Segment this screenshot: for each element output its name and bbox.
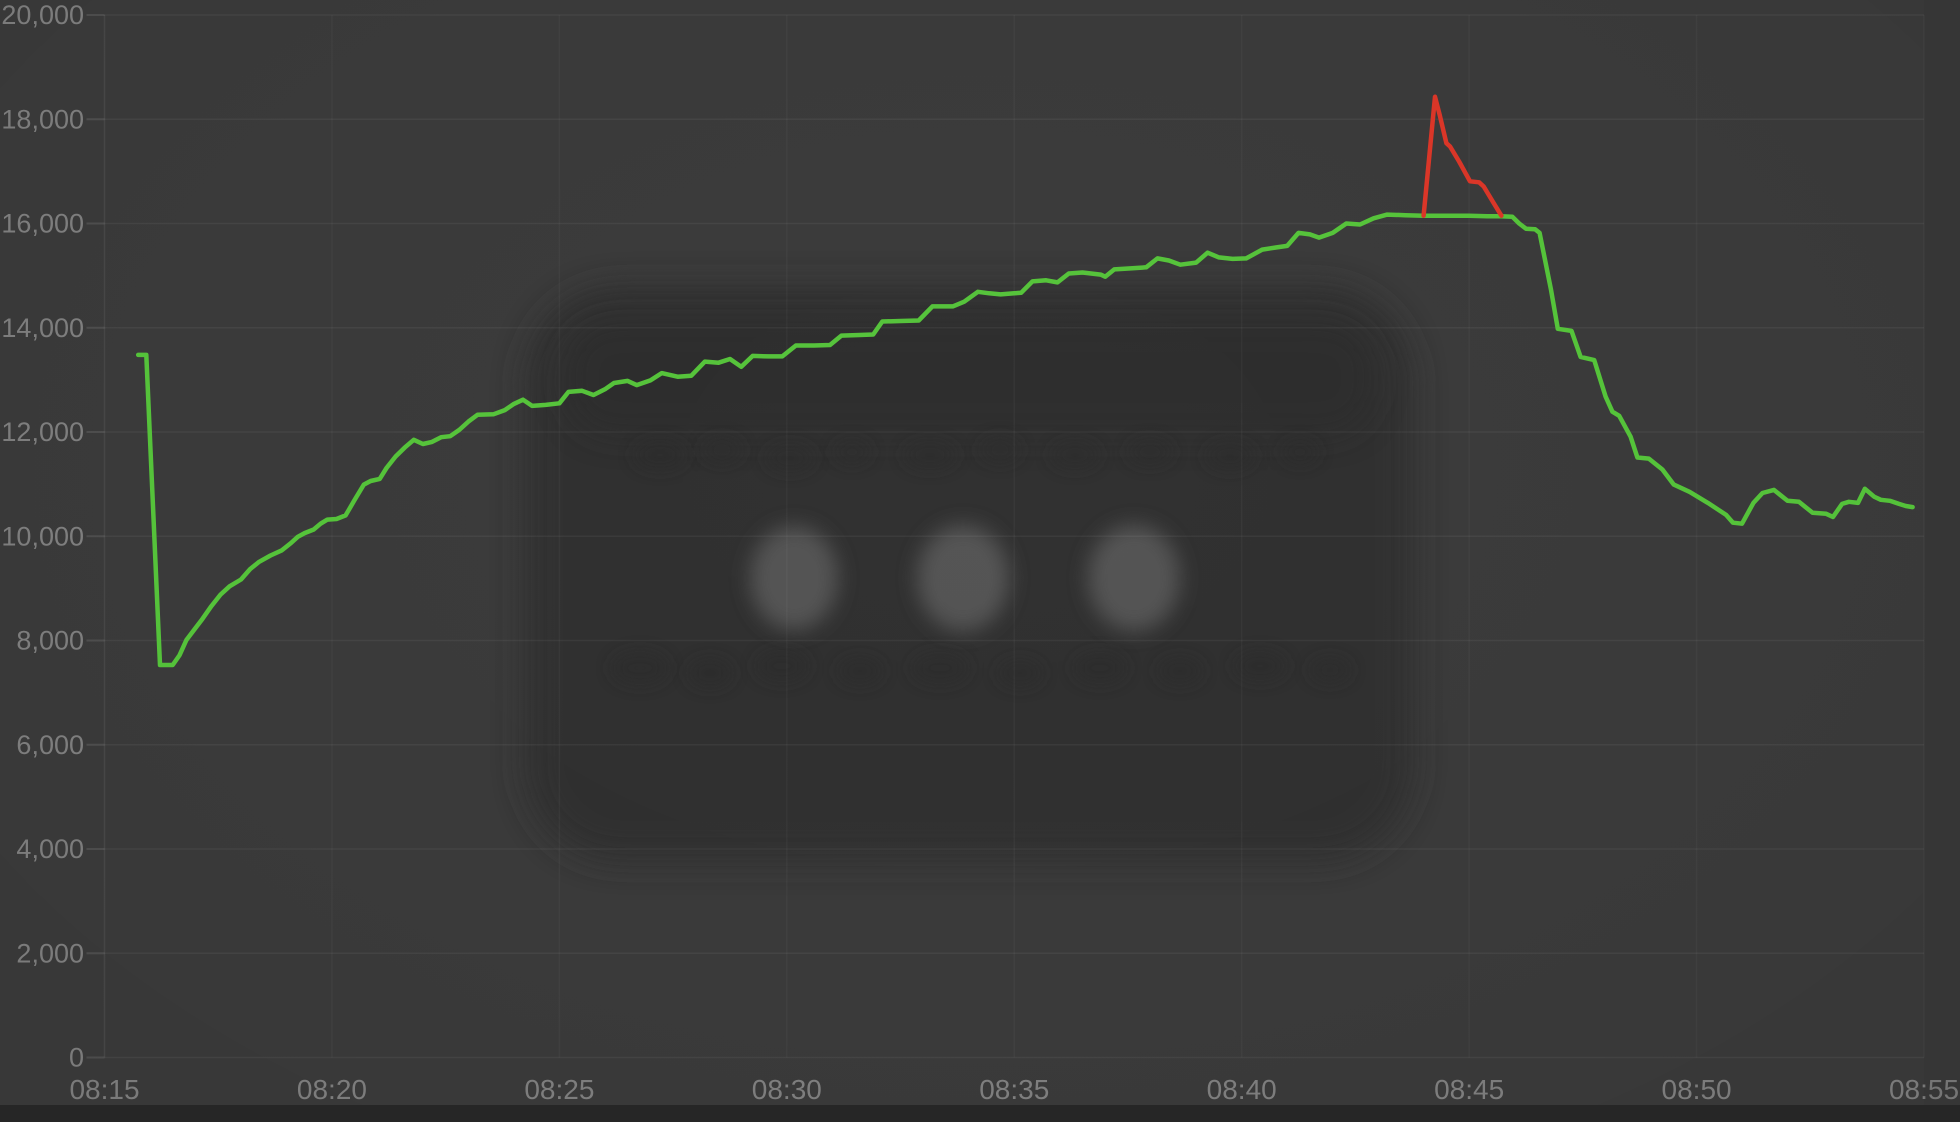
backdrop-top-band	[565, 320, 1375, 435]
x-tick-label: 08:15	[69, 1074, 139, 1105]
backdrop-smudge	[838, 658, 882, 684]
backdrop-smudge	[1310, 658, 1350, 682]
backdrop-smudge	[1282, 441, 1318, 463]
backdrop-smudge	[688, 659, 732, 687]
backdrop-dot-icon	[1088, 525, 1180, 631]
x-tick-label: 08:45	[1434, 1074, 1504, 1105]
series-line-primary-green	[135, 212, 1915, 668]
backdrop-smudge	[980, 438, 1020, 462]
backdrop-smudge	[1051, 442, 1099, 468]
y-tick-label: 18,000	[1, 104, 84, 134]
backdrop-dot-icon	[917, 525, 1009, 631]
y-tick-label: 10,000	[1, 521, 84, 551]
backdrop-smudge	[834, 441, 870, 463]
backdrop-smudge	[1158, 658, 1202, 684]
series-line-spike-red	[1421, 94, 1504, 218]
y-tick-label: 12,000	[1, 417, 84, 447]
backdrop-dot-icon	[750, 526, 838, 630]
y-tick-label: 4,000	[16, 834, 84, 864]
x-tick-label: 08:20	[297, 1074, 367, 1105]
bottom-panel-edge	[0, 1105, 1960, 1122]
backdrop-smudge	[756, 651, 808, 681]
x-tick-label: 08:30	[752, 1074, 822, 1105]
y-tick-label: 0	[69, 1043, 84, 1073]
backdrop-smudge	[1206, 443, 1254, 469]
x-tick-label: 08:25	[524, 1074, 594, 1105]
y-tick-label: 6,000	[16, 730, 84, 760]
blurred-backdrop-thumbnail	[525, 287, 1413, 860]
backdrop-smudge	[998, 660, 1042, 686]
backdrop-smudge	[702, 438, 742, 462]
backdrop-smudge	[766, 445, 814, 471]
y-tick-label: 2,000	[16, 938, 84, 968]
backdrop-smudge	[912, 653, 968, 683]
y-tick-label: 16,000	[1, 209, 84, 239]
y-tick-label: 14,000	[1, 313, 84, 343]
y-tick-label: 20,000	[1, 0, 84, 30]
backdrop-smudge	[634, 441, 686, 469]
backdrop-smudge	[904, 442, 956, 468]
y-tick-label: 8,000	[16, 626, 84, 656]
backdrop-smudge	[1234, 652, 1286, 680]
backdrop-smudge	[1128, 440, 1172, 464]
x-tick-label: 08:35	[979, 1074, 1049, 1105]
x-tick-label: 08:50	[1662, 1074, 1732, 1105]
backdrop-smudge	[1074, 653, 1126, 683]
backdrop-smudge	[612, 652, 668, 684]
chart-series-lines	[135, 94, 1915, 668]
x-tick-label: 08:55	[1889, 1074, 1959, 1105]
chart-gridlines	[86, 14, 1924, 1059]
x-tick-label: 08:40	[1207, 1074, 1277, 1105]
right-margin	[1924, 0, 1960, 1105]
plot-area[interactable]	[104, 15, 1924, 1058]
